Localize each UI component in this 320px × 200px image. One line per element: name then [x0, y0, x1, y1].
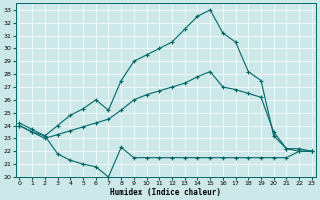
X-axis label: Humidex (Indice chaleur): Humidex (Indice chaleur) [110, 188, 221, 197]
